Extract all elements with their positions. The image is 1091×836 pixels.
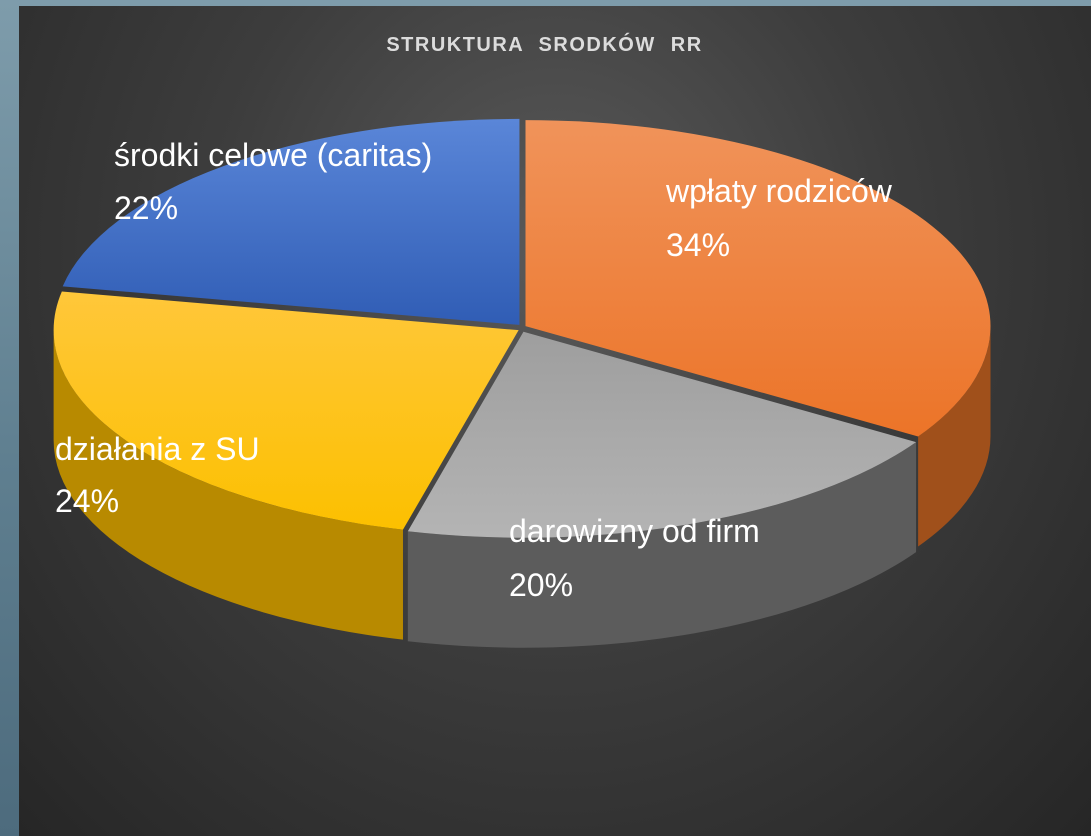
slice-label-srodki-celowe-caritas: środki celowe (caritas) xyxy=(114,137,432,173)
pie-slice-side-wplaty-rodzicow xyxy=(918,326,991,547)
pie-chart: wpłaty rodziców 34% darowizny od firm 20% dz… xyxy=(53,118,991,648)
chart-panel: STRUKTURA SRODKÓW RR wpłaty rodziców 34% d… xyxy=(19,6,1091,836)
pie-slice-darowizny-od-firm xyxy=(407,331,917,538)
pie-slice-dzialania-z-su xyxy=(53,291,519,530)
slice-label-wplaty-rodzicow: wpłaty rodziców xyxy=(665,173,893,209)
slice-value-srodki-celowe-caritas: 22% xyxy=(114,190,178,226)
slice-label-darowizny-od-firm: darowizny od firm xyxy=(509,513,760,549)
slice-value-darowizny-od-firm: 20% xyxy=(509,567,573,603)
slice-value-wplaty-rodzicow: 34% xyxy=(666,227,730,263)
pie-slice-side-darowizny-od-firm xyxy=(407,442,917,648)
slice-value-dzialania-z-su: 24% xyxy=(55,483,119,519)
pie-slice-side-dzialania-z-su xyxy=(53,330,403,640)
pie-slice-wplaty-rodzicow xyxy=(525,120,991,437)
chart-title: STRUKTURA SRODKÓW RR xyxy=(386,34,703,56)
pie-slice-srodki-celowe-caritas xyxy=(62,118,520,325)
slice-label-dzialania-z-su: działania z SU xyxy=(55,431,260,467)
